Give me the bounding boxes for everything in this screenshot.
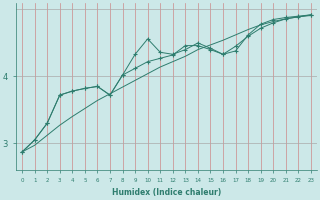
X-axis label: Humidex (Indice chaleur): Humidex (Indice chaleur) bbox=[112, 188, 221, 197]
